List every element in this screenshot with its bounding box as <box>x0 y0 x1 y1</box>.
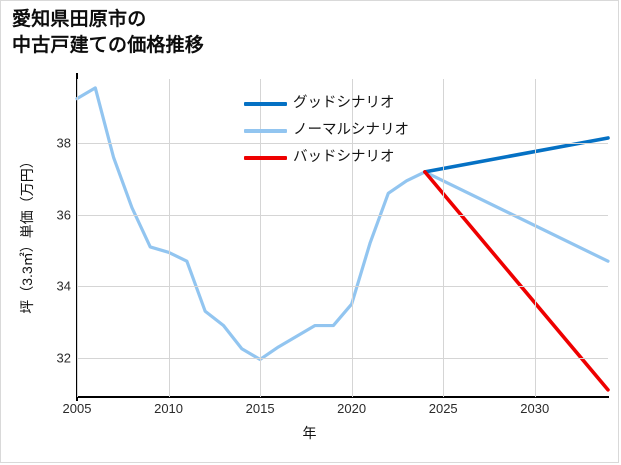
x-tick-label: 2020 <box>337 401 367 416</box>
x-tick-label: 2015 <box>245 401 275 416</box>
legend-label-good: グッドシナリオ <box>293 95 395 111</box>
legend-label-bad: バッドシナリオ <box>293 149 395 165</box>
gridline-horizontal <box>77 286 608 288</box>
gridline-vertical <box>260 79 262 397</box>
gridline-horizontal <box>77 143 608 145</box>
chart-title-line-1: 愛知県田原市の <box>12 9 147 30</box>
y-tick-label: 38 <box>56 135 71 151</box>
x-axis-line <box>76 396 609 398</box>
legend-swatch-bad <box>244 156 287 160</box>
gridline-vertical <box>534 79 536 397</box>
gridline-horizontal <box>77 357 608 359</box>
chart-legend: グッドシナリオ ノーマルシナリオ バッドシナリオ <box>244 91 444 172</box>
gridline-vertical <box>351 79 353 397</box>
chart-title: 愛知県田原市の 中古戸建ての価格推移 <box>12 7 412 58</box>
legend-item-normal[interactable]: ノーマルシナリオ <box>244 118 444 145</box>
gridline-horizontal <box>77 214 608 216</box>
legend-item-bad[interactable]: バッドシナリオ <box>244 145 444 172</box>
chart-title-line-2: 中古戸建ての価格推移 <box>12 34 205 56</box>
x-tick-label: 2025 <box>428 401 458 416</box>
x-tick-label: 2010 <box>154 401 184 416</box>
x-tick-label: 2005 <box>62 401 92 416</box>
plot-area <box>75 79 610 397</box>
legend-label-normal: ノーマルシナリオ <box>293 122 409 138</box>
y-tick-label: 34 <box>56 278 71 294</box>
y-tick-label: 36 <box>56 207 71 223</box>
legend-item-good[interactable]: グッドシナリオ <box>244 91 444 118</box>
x-axis-label: 年 <box>302 425 317 441</box>
y-tick-label: 32 <box>56 350 71 366</box>
gridline-vertical <box>443 79 445 397</box>
gridline-vertical <box>77 79 78 397</box>
legend-swatch-normal <box>244 129 287 133</box>
y-axis-label-text: 坪（3.3㎡）単価（万円） <box>19 154 35 314</box>
gridline-vertical <box>168 79 170 397</box>
legend-swatch-good <box>244 102 287 106</box>
series-line-bad <box>423 170 610 392</box>
y-axis-label: 坪（3.3㎡）単価（万円） <box>0 0 35 313</box>
x-tick-label: 2030 <box>520 401 550 416</box>
